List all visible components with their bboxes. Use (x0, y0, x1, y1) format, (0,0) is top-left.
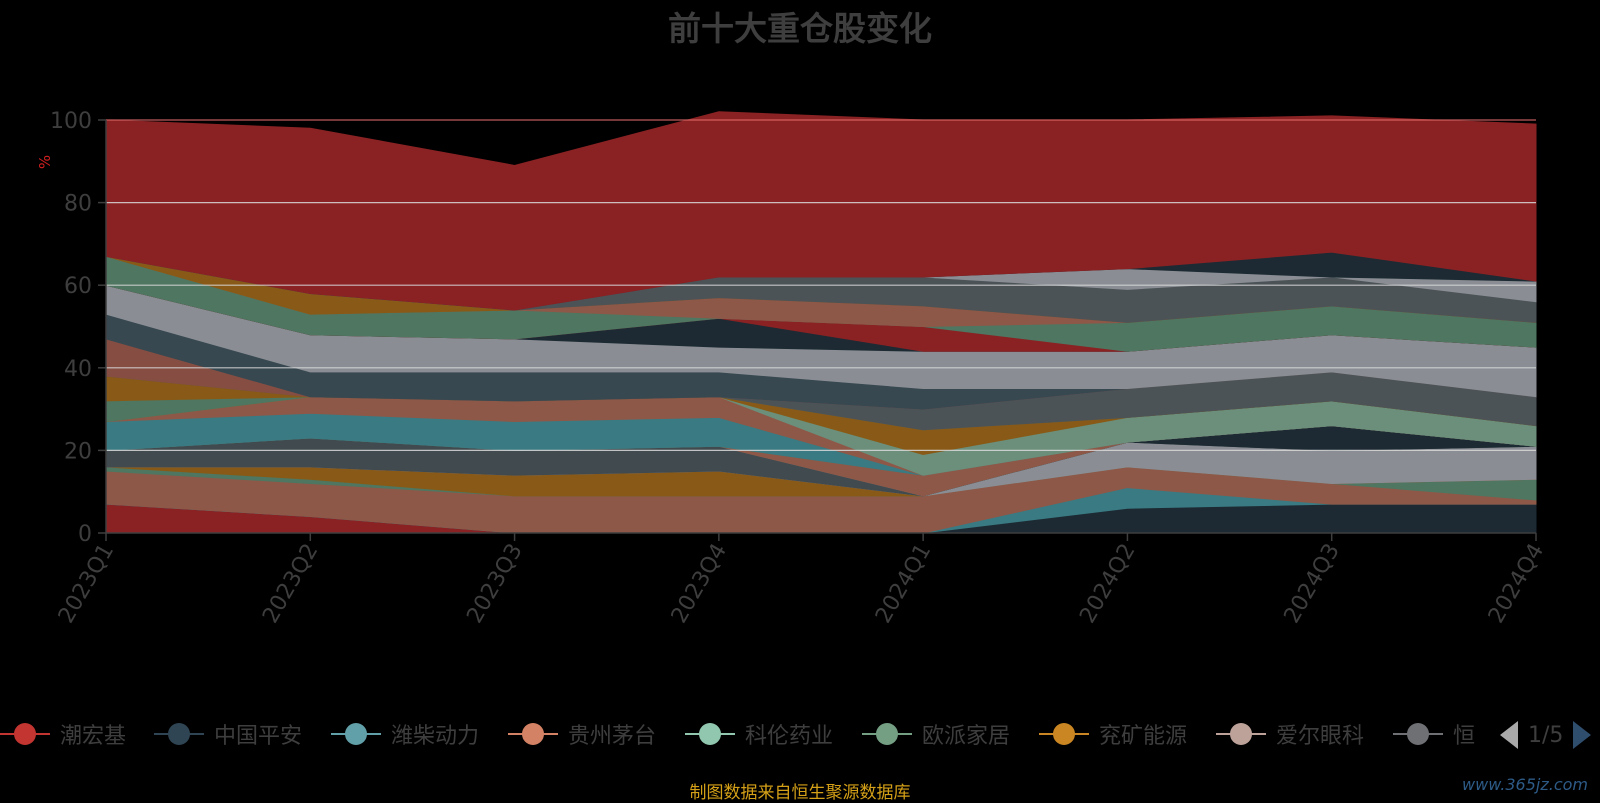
legend-label: 恒 (1453, 724, 1476, 749)
source-note: 制图数据来自恒生聚源数据库 (689, 783, 911, 803)
x-tick-label: 2023Q4 (667, 540, 732, 628)
x-tick-label: 2024Q4 (1484, 540, 1549, 628)
y-tick-label: 40 (64, 357, 92, 382)
legend-marker-icon (1393, 716, 1443, 752)
legend-item[interactable]: 中国平安 (154, 716, 302, 752)
y-tick-label: 100 (50, 109, 92, 134)
legend-item[interactable]: 恒 (1393, 716, 1489, 752)
legend-item[interactable]: 爱尔眼科 (1216, 716, 1364, 752)
legend-label: 爱尔眼科 (1276, 724, 1365, 749)
legend-marker-icon (508, 716, 558, 752)
legend-prev-icon[interactable] (1500, 721, 1518, 749)
legend-item[interactable]: 科伦药业 (685, 716, 833, 752)
legend-marker-icon (685, 716, 735, 752)
legend-label: 贵州茅台 (568, 724, 657, 749)
y-tick-label: 20 (64, 439, 92, 464)
legend-item[interactable]: 贵州茅台 (508, 716, 656, 752)
legend-label: 科伦药业 (745, 724, 834, 749)
legend-item[interactable]: 兖矿能源 (1039, 716, 1187, 752)
x-tick-label: 2023Q1 (54, 540, 119, 628)
legend-marker-icon (1039, 716, 1089, 752)
legend-item[interactable]: 潍柴动力 (331, 716, 479, 752)
legend: 潮宏基 中国平安 潍柴动力 贵州茅台 科伦药业 欧派家居 兖矿能源 爱尔眼科 恒 (0, 716, 1600, 752)
legend-label: 潮宏基 (60, 724, 127, 749)
x-tick-label: 2024Q3 (1280, 540, 1345, 628)
x-tick-label: 2023Q3 (462, 540, 527, 628)
legend-marker-icon (0, 716, 50, 752)
grid-lines (106, 119, 1536, 451)
legend-marker-icon (1216, 716, 1266, 752)
x-tick-label: 2023Q2 (258, 540, 323, 628)
legend-label: 欧派家居 (922, 724, 1011, 749)
legend-marker-icon (331, 716, 381, 752)
area-layer-31 (105, 111, 1537, 311)
y-tick-label: 0 (78, 522, 92, 547)
y-tick-label: 80 (64, 192, 92, 217)
legend-pager: 1/5 (1500, 720, 1592, 750)
x-tick-label: 2024Q1 (871, 540, 936, 628)
legend-marker-icon (862, 716, 912, 752)
watermark: www.365jz.com (1462, 775, 1588, 794)
legend-item[interactable]: 潮宏基 (0, 716, 126, 752)
x-tick-label: 2024Q2 (1075, 540, 1140, 628)
y-tick-label: 60 (64, 274, 92, 299)
legend-page-indicator: 1/5 (1528, 722, 1564, 748)
y-axis-unit-label: % (36, 155, 54, 169)
legend-marker-icon (154, 716, 204, 752)
legend-label: 中国平安 (214, 724, 303, 749)
legend-label: 兖矿能源 (1099, 724, 1188, 749)
chart-title: 前十大重仓股变化 (668, 9, 932, 48)
area-series-group (105, 111, 1537, 534)
legend-label: 潍柴动力 (391, 724, 480, 749)
legend-next-icon[interactable] (1573, 721, 1592, 749)
legend-item[interactable]: 欧派家居 (862, 716, 1010, 752)
